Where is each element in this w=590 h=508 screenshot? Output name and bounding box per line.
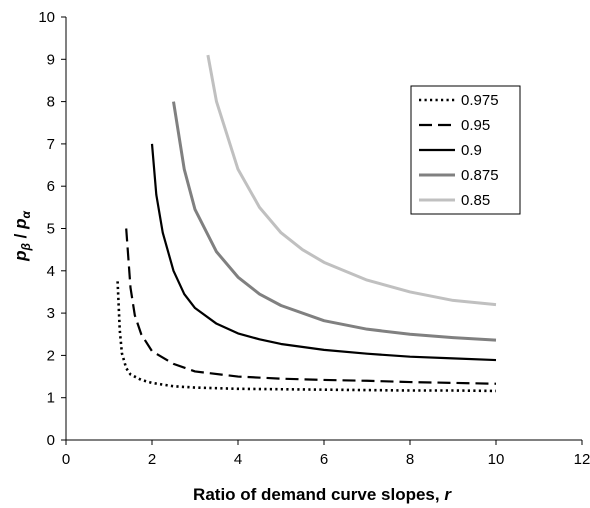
y-tick-label: 9 xyxy=(47,51,55,68)
x-tick-label: 12 xyxy=(574,451,590,468)
y-tick-label: 1 xyxy=(47,390,55,407)
legend-label: 0.9 xyxy=(461,142,482,159)
x-tick-label: 6 xyxy=(320,451,328,468)
x-tick-label: 0 xyxy=(62,451,70,468)
plot-area xyxy=(61,16,583,445)
x-tick-label: 10 xyxy=(488,451,505,468)
series-layer xyxy=(116,54,497,393)
x-tick-label: 8 xyxy=(406,451,414,468)
x-tick-label: 4 xyxy=(234,451,242,468)
legend-label: 0.95 xyxy=(461,117,490,134)
y-tick-label: 3 xyxy=(47,305,55,322)
x-tick-label: 2 xyxy=(148,451,156,468)
y-tick-label: 4 xyxy=(47,263,55,280)
series-line-0-875 xyxy=(172,101,497,342)
y-tick-label: 0 xyxy=(47,432,55,449)
legend-label: 0.85 xyxy=(461,192,490,209)
legend-label: 0.875 xyxy=(461,167,499,184)
y-tick-label: 8 xyxy=(47,94,55,111)
legend-label: 0.975 xyxy=(461,92,499,109)
legend: 0.975 0.95 0.9 0.875 0.85 xyxy=(410,85,521,215)
series-line-0-85 xyxy=(206,54,497,307)
y-axis-title: pβ / pα xyxy=(11,211,33,262)
x-axis-title: Ratio of demand curve slopes, r xyxy=(193,485,452,504)
series-line-0-9 xyxy=(150,143,497,362)
series-line-0-95 xyxy=(125,228,497,385)
y-tick-label: 7 xyxy=(47,136,55,153)
y-tick-label: 6 xyxy=(47,178,55,195)
y-tick-label: 5 xyxy=(47,221,55,238)
y-tick-label: 2 xyxy=(47,347,55,364)
y-tick-label: 10 xyxy=(38,9,55,26)
